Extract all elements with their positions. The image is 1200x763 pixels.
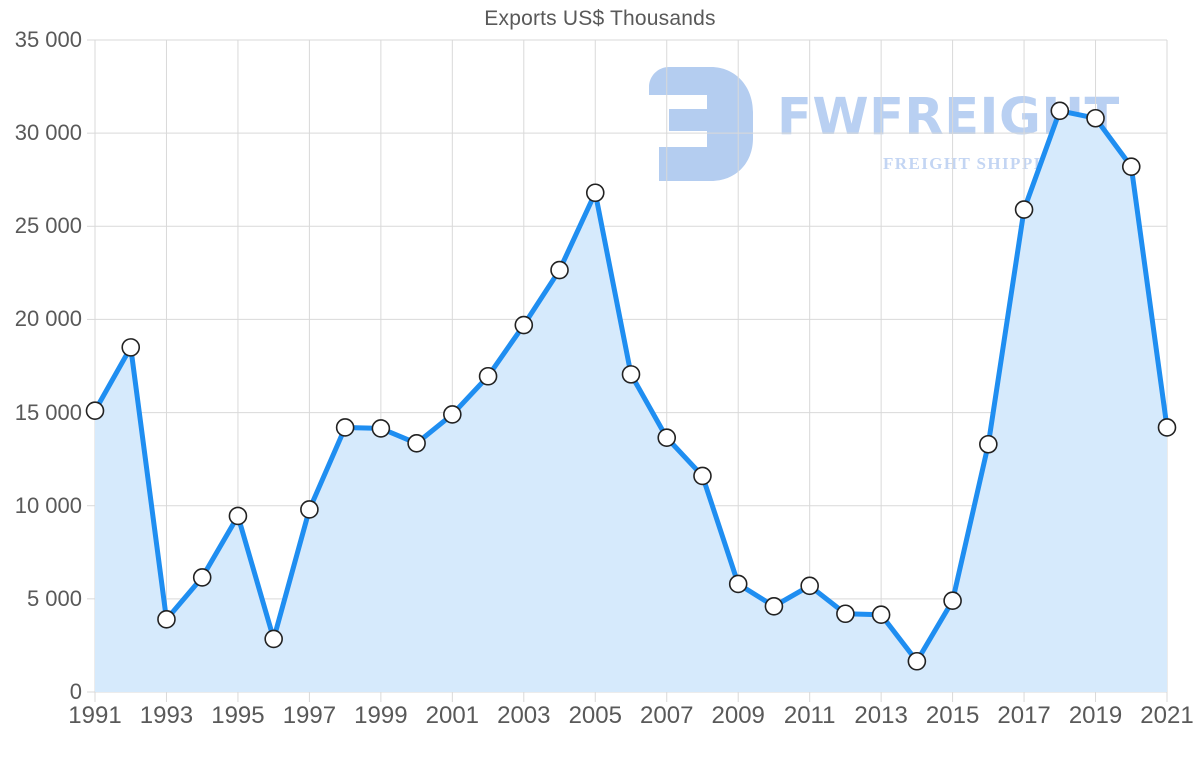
data-point xyxy=(85,401,105,421)
x-axis-tick-label: 1995 xyxy=(211,702,265,729)
data-point xyxy=(264,629,283,649)
data-point xyxy=(943,591,962,611)
x-axis-tick-label: 2007 xyxy=(640,702,694,729)
data-point xyxy=(1050,101,1070,121)
y-axis-tick-label: 25 000 xyxy=(14,213,82,239)
area-fill xyxy=(95,110,1167,693)
data-point xyxy=(836,604,855,624)
y-axis-tick-label: 5 000 xyxy=(26,585,82,611)
data-point xyxy=(228,506,248,526)
x-axis-tick-label: 1999 xyxy=(354,702,408,729)
data-point xyxy=(585,183,605,203)
data-point xyxy=(657,428,677,448)
data-point xyxy=(300,500,319,519)
x-axis-tick-label: 1993 xyxy=(139,702,194,729)
data-point xyxy=(335,418,355,437)
x-axis-tick-label: 2001 xyxy=(425,702,480,729)
x-axis-tick-label: 2021 xyxy=(1140,702,1194,729)
x-axis-tick-label: 2011 xyxy=(783,702,836,729)
x-axis-tick-label: 2009 xyxy=(711,702,765,729)
x-axis-tick-label: 2015 xyxy=(925,702,980,729)
data-point xyxy=(907,651,927,671)
data-point xyxy=(1014,200,1034,219)
x-axis-tick-label: 2003 xyxy=(497,702,551,729)
data-point xyxy=(443,405,462,424)
data-point xyxy=(693,466,712,486)
x-axis-tick-label: 2017 xyxy=(997,702,1051,729)
data-point xyxy=(1157,418,1177,437)
y-axis-tick-label: 0 xyxy=(69,679,82,704)
chart-title: Exports US$ Thousands xyxy=(484,7,716,30)
data-point xyxy=(1121,157,1141,176)
data-point xyxy=(1086,108,1105,128)
data-point xyxy=(764,597,784,616)
data-point xyxy=(550,260,569,280)
y-axis-tick-label: 30 000 xyxy=(14,120,82,146)
x-axis-tick-label: 2013 xyxy=(854,702,908,729)
y-axis-tick-label: 20 000 xyxy=(14,306,82,332)
data-point xyxy=(478,366,498,386)
x-axis-tick-label: 2005 xyxy=(568,702,622,729)
data-point xyxy=(121,338,141,357)
x-axis-tick-label: 1991 xyxy=(68,702,122,729)
data-point xyxy=(514,315,534,335)
data-point xyxy=(979,434,998,454)
data-point xyxy=(800,576,819,596)
y-axis-tick-label: 10 000 xyxy=(14,492,82,518)
data-point xyxy=(621,365,641,384)
data-point xyxy=(192,568,212,587)
x-axis-tick-label: 2019 xyxy=(1068,702,1123,729)
data-point xyxy=(871,605,891,624)
data-point xyxy=(157,610,176,629)
y-axis-tick-label: 35 000 xyxy=(14,27,82,52)
x-axis-tick-label: 1997 xyxy=(282,702,337,729)
data-markers xyxy=(85,101,1177,671)
y-axis-tick-label: 15 000 xyxy=(14,399,82,425)
data-point xyxy=(371,419,391,438)
data-point xyxy=(728,574,748,594)
data-point xyxy=(407,434,426,453)
